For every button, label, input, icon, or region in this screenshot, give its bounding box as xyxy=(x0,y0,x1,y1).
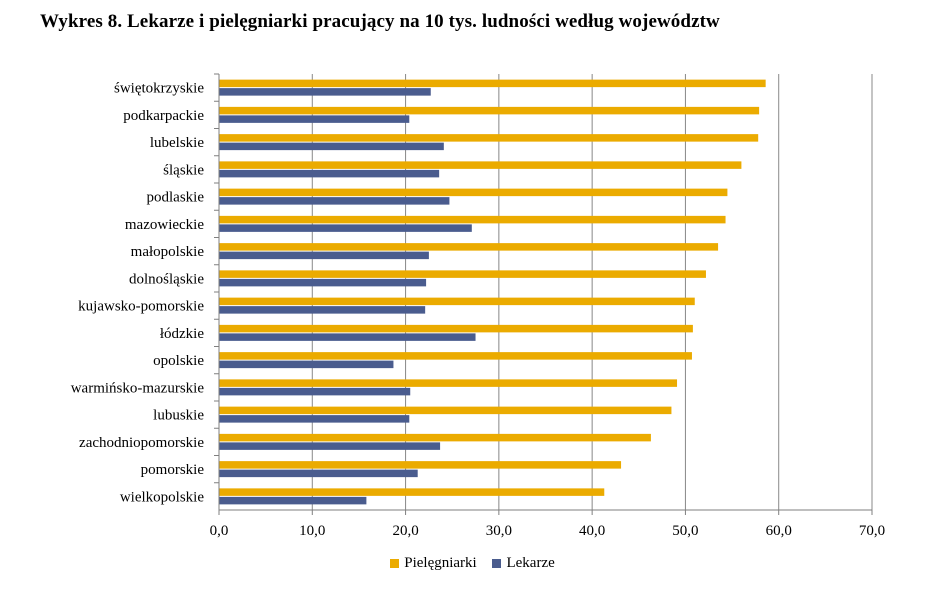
category-label: małopolskie xyxy=(131,244,205,260)
bar-lekarze xyxy=(219,387,411,396)
category-label: mazowieckie xyxy=(125,217,204,233)
x-tick-label: 0,0 xyxy=(210,523,229,539)
legend-swatch-pielegniarki xyxy=(390,559,400,568)
chart-title: Wykres 8. Lekarze i pielęgniarki pracują… xyxy=(40,11,720,32)
x-tick-label: 10,0 xyxy=(299,523,325,539)
x-tick-label: 30,0 xyxy=(486,523,512,539)
category-label: zachodniopomorskie xyxy=(79,435,204,451)
category-label: kujawsko-pomorskie xyxy=(78,299,204,315)
bar-lekarze xyxy=(219,442,441,450)
x-tick-label: 50,0 xyxy=(672,523,698,539)
category-label: pomorskie xyxy=(141,462,205,478)
tick-labels: 0,0 10,0 20,0 30,0 40,0 50,0 60,0 70,0 xyxy=(210,523,886,539)
bar-pielegniarki xyxy=(219,488,605,496)
bar-lekarze xyxy=(219,496,367,505)
bar-pielegniarki xyxy=(219,243,719,251)
legend-item-pielegniarki: Pielęgniarki xyxy=(390,555,477,572)
bar-lekarze xyxy=(219,469,418,478)
category-label: łódzkie xyxy=(160,326,204,342)
bar-pielegniarki xyxy=(219,79,766,88)
legend-item-lekarze: Lekarze xyxy=(492,555,555,572)
bar-pielegniarki xyxy=(219,324,693,333)
bar-lekarze xyxy=(219,197,450,205)
bars xyxy=(219,79,766,505)
category-label: opolskie xyxy=(153,353,204,369)
bar-pielegniarki xyxy=(219,106,760,115)
bar-pielegniarki xyxy=(219,433,651,442)
bar-pielegniarki xyxy=(219,297,695,306)
bar-lekarze xyxy=(219,115,410,123)
category-label: podlaskie xyxy=(147,190,205,206)
x-tick-label: 60,0 xyxy=(766,523,792,539)
category-label: świętokrzyskie xyxy=(114,81,204,97)
bar-lekarze xyxy=(219,142,444,151)
bar-lekarze xyxy=(219,224,472,232)
bar-lekarze xyxy=(219,169,440,178)
bar-lekarze xyxy=(219,278,427,287)
category-label: lubelskie xyxy=(150,135,204,151)
category-labels: świętokrzyskie podkarpackie lubelskie śląsk… xyxy=(71,81,205,506)
bar-pielegniarki xyxy=(219,215,726,224)
category-label: lubuskie xyxy=(153,408,204,424)
bar-lekarze xyxy=(219,415,410,423)
bar-lekarze xyxy=(219,333,476,341)
axes xyxy=(214,73,873,515)
bar-pielegniarki xyxy=(219,270,706,278)
bar-pielegniarki xyxy=(219,352,692,360)
legend-swatch-lekarze xyxy=(492,559,502,568)
x-tick-label: 20,0 xyxy=(392,523,418,539)
category-label: warmińsko-mazurskie xyxy=(71,380,205,396)
bar-lekarze xyxy=(219,88,431,96)
category-label: dolnośląskie xyxy=(129,271,204,287)
bar-pielegniarki xyxy=(219,134,759,142)
bar-lekarze xyxy=(219,360,394,369)
bar-lekarze xyxy=(219,251,429,260)
bar-pielegniarki xyxy=(219,461,622,469)
bar-pielegniarki xyxy=(219,161,742,169)
legend-label-pielegniarki: Pielęgniarki xyxy=(404,555,477,571)
x-tick-label: 70,0 xyxy=(859,523,885,539)
category-label: śląskie xyxy=(163,162,204,178)
category-label: podkarpackie xyxy=(123,108,204,124)
legend-label-lekarze: Lekarze xyxy=(506,555,555,571)
bar-lekarze xyxy=(219,306,426,314)
category-label: wielkopolskie xyxy=(120,489,204,505)
bar-pielegniarki xyxy=(219,406,672,415)
bar-pielegniarki xyxy=(219,188,728,197)
x-tick-label: 40,0 xyxy=(579,523,605,539)
legend: Pielęgniarki Lekarze xyxy=(0,555,945,573)
bar-pielegniarki xyxy=(219,379,678,387)
